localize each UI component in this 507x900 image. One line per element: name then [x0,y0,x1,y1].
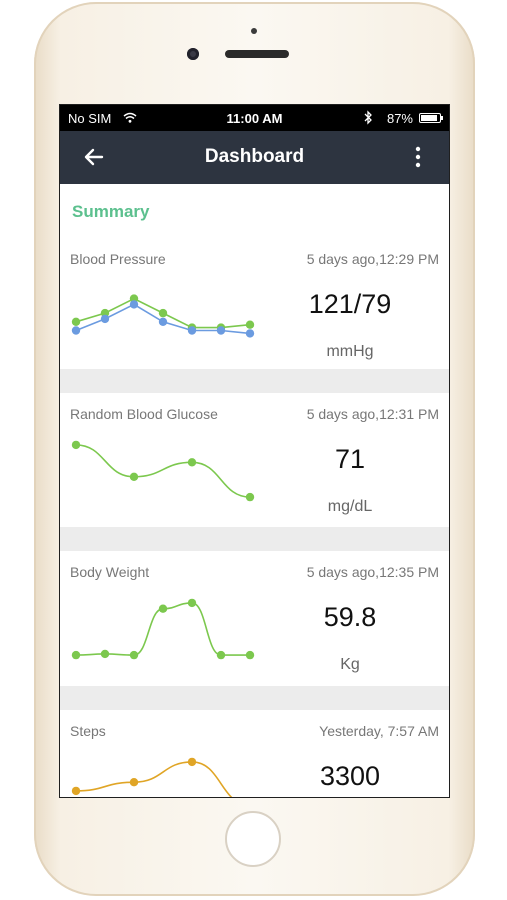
bluetooth-icon [364,110,372,125]
sparkline-point [216,650,226,660]
body-weight-sparkline [71,598,255,660]
sparkline-point [71,440,81,450]
card-value: 121/79 [308,289,392,319]
sparkline-point [100,314,110,324]
card-divider [60,686,449,710]
sparkline-point [187,757,197,767]
sparkline-point [158,308,168,318]
card-time: Yesterday, 7:57 AM [319,723,439,739]
sparkline-point [245,650,255,660]
card-unit: Kg [340,656,360,673]
card-blood-pressure[interactable]: Blood Pressure 5 days ago,12:29 PM 121/7… [60,239,449,363]
card-time: 5 days ago,12:31 PM [306,406,439,422]
card-time: 5 days ago,12:35 PM [306,564,439,580]
card-label: Body Weight [70,564,150,580]
card-body-weight[interactable]: Body Weight 5 days ago,12:35 PM 59.8 Kg [60,552,449,676]
card-divider [60,527,449,551]
wifi-icon [123,112,137,123]
card-label: Blood Pressure [70,251,166,267]
proximity-sensor [251,28,257,34]
back-arrow-icon[interactable] [82,145,106,169]
carrier-label: No SIM [68,111,112,126]
sparkline-point [129,650,139,660]
sparkline-point [71,317,81,326]
steps-sparkline [71,757,233,797]
sparkline-point [71,326,81,335]
sparkline-point [245,320,255,329]
battery-icon [419,113,443,123]
sparkline-point [129,472,139,481]
sparkline-point [71,650,81,660]
sparkline-series-line [75,444,251,498]
card-time: 5 days ago,12:29 PM [306,251,439,267]
card-divider [60,369,449,393]
home-button[interactable] [225,811,281,867]
sparkline-series-line [75,761,233,797]
blood-pressure-sparkline [71,294,255,338]
app-bar: Dashboard [60,131,449,184]
sparkline-point [245,329,255,338]
status-time: 11:00 AM [226,111,283,126]
more-vertical-icon[interactable] [413,145,423,169]
sparkline-point [71,786,81,796]
sparkline-point [187,458,197,467]
card-unit: mg/dL [327,498,373,515]
sparkline-point [129,300,139,309]
sparkline-point [129,778,139,787]
dashboard-content: Summary Blood Pressure 5 days ago,12:29 … [60,184,449,797]
card-steps[interactable]: Steps Yesterday, 7:57 AM 3300 [60,711,449,797]
sparkline-point [245,492,255,502]
card-blood-glucose[interactable]: Random Blood Glucose 5 days ago,12:31 PM… [60,394,449,518]
battery-percent: 87% [386,111,413,126]
card-unit: mmHg [326,343,374,360]
sparkline-point [216,326,226,335]
front-camera [187,48,199,60]
summary-heading: Summary [72,202,150,221]
screen: No SIM 11:00 AM 87% Dashboard Summary Bl… [59,104,450,798]
card-label: Steps [70,723,106,739]
card-value: 59.8 [323,602,377,632]
page-title: Dashboard [204,146,305,167]
earpiece-speaker [225,50,289,58]
card-value: 3300 [319,761,381,791]
sparkline-point [187,598,197,608]
sparkline-point [158,604,168,613]
sparkline-point [129,294,139,303]
blood-glucose-sparkline [71,440,255,502]
card-label: Random Blood Glucose [70,406,218,422]
sparkline-point [100,649,110,659]
status-bar: No SIM 11:00 AM 87% [60,105,449,131]
sparkline-point [187,326,197,335]
sparkline-point [100,308,110,318]
sparkline-point [158,317,168,326]
card-value: 71 [334,444,366,474]
